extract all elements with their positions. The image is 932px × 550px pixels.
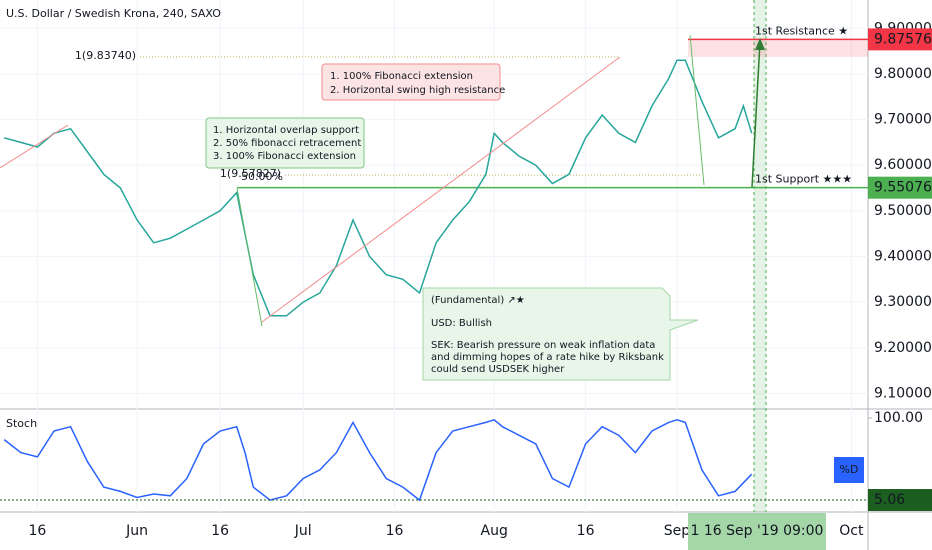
fib-label: 1(9.57827) [220,167,281,180]
price-label-bg [868,28,932,51]
note-box [321,63,501,101]
y-tick-label: 9.60000 [874,157,932,173]
legend-badge [834,457,864,483]
x-tick-label: 16 [28,523,46,539]
note-text: 3. 100% Fibonacci extension [213,151,356,162]
note-text: 1. Horizontal overlap support [213,125,359,136]
x-tick-label: Aug [481,523,508,539]
y-tick-label: 9.20000 [874,340,932,356]
fib-label: 50.00% [241,170,283,183]
y-tick-label: 9.50000 [874,203,932,219]
x-tick-label: 16 [577,523,595,539]
y-tick-label: 100.00 [874,410,923,426]
note-text: USD: Bullish [431,318,492,329]
trend-arrow [0,124,69,169]
x-tick-label: Sep [664,523,691,539]
indicator-title: Stoch [6,417,37,430]
x-tick-label: 16 [386,523,404,539]
price-label: 9.87576 [874,31,932,47]
price-label-bg [868,176,932,199]
level-label: 1st Support ★★★ [755,173,852,186]
note-text: 2. Horizontal swing high resistance [330,85,505,96]
y-tick-label: 9.80000 [874,66,932,82]
target-arrow [751,41,761,188]
x-tick-label: Oct [839,523,864,539]
y-tick-label: 9.70000 [874,112,932,128]
note-text: and dimming hopes of a rate hike by Riks… [431,352,664,363]
note-text: SEK: Bearish pressure on weak inflation … [431,340,655,351]
crosshair-band [754,0,767,512]
arrow-head [755,38,765,50]
fib-arrow [689,34,705,186]
level-label: 1st Resistance ★ [755,24,848,37]
value-label-bg [868,489,932,512]
x-tick-label: 16 [211,523,229,539]
y-tick-label: 9.40000 [874,248,932,264]
note-text: (Fundamental) ↗★ [431,295,525,306]
note-text: 2. 50% fibonacci retracement [213,138,361,149]
x-tick-label: Jun [125,523,148,539]
legend-label: %D [840,463,859,476]
x-tick-label: Jul [294,523,312,539]
resistance-zone [688,39,868,57]
y-tick-label: 9.30000 [874,294,932,310]
fib-arrow [236,187,263,327]
chart-title: U.S. Dollar / Swedish Krona, 240, SAXO [6,7,221,20]
price-label: 9.55076 [874,180,932,196]
note-text: 1. 100% Fibonacci extension [330,71,473,82]
series-line [3,59,753,317]
crosshair-label-bg [688,513,826,550]
note-box [422,287,699,381]
y-tick-label: 9.10000 [874,385,932,401]
trend-arrow [261,56,621,323]
value-label: 5.06 [874,492,905,508]
crosshair-label: 1 16 Sep '19 09:00 [691,523,824,539]
series-line [3,418,753,502]
fib-label: 1(9.83740) [75,49,136,62]
note-box [205,117,365,169]
note-text: could send USDSEK higher [431,364,565,375]
